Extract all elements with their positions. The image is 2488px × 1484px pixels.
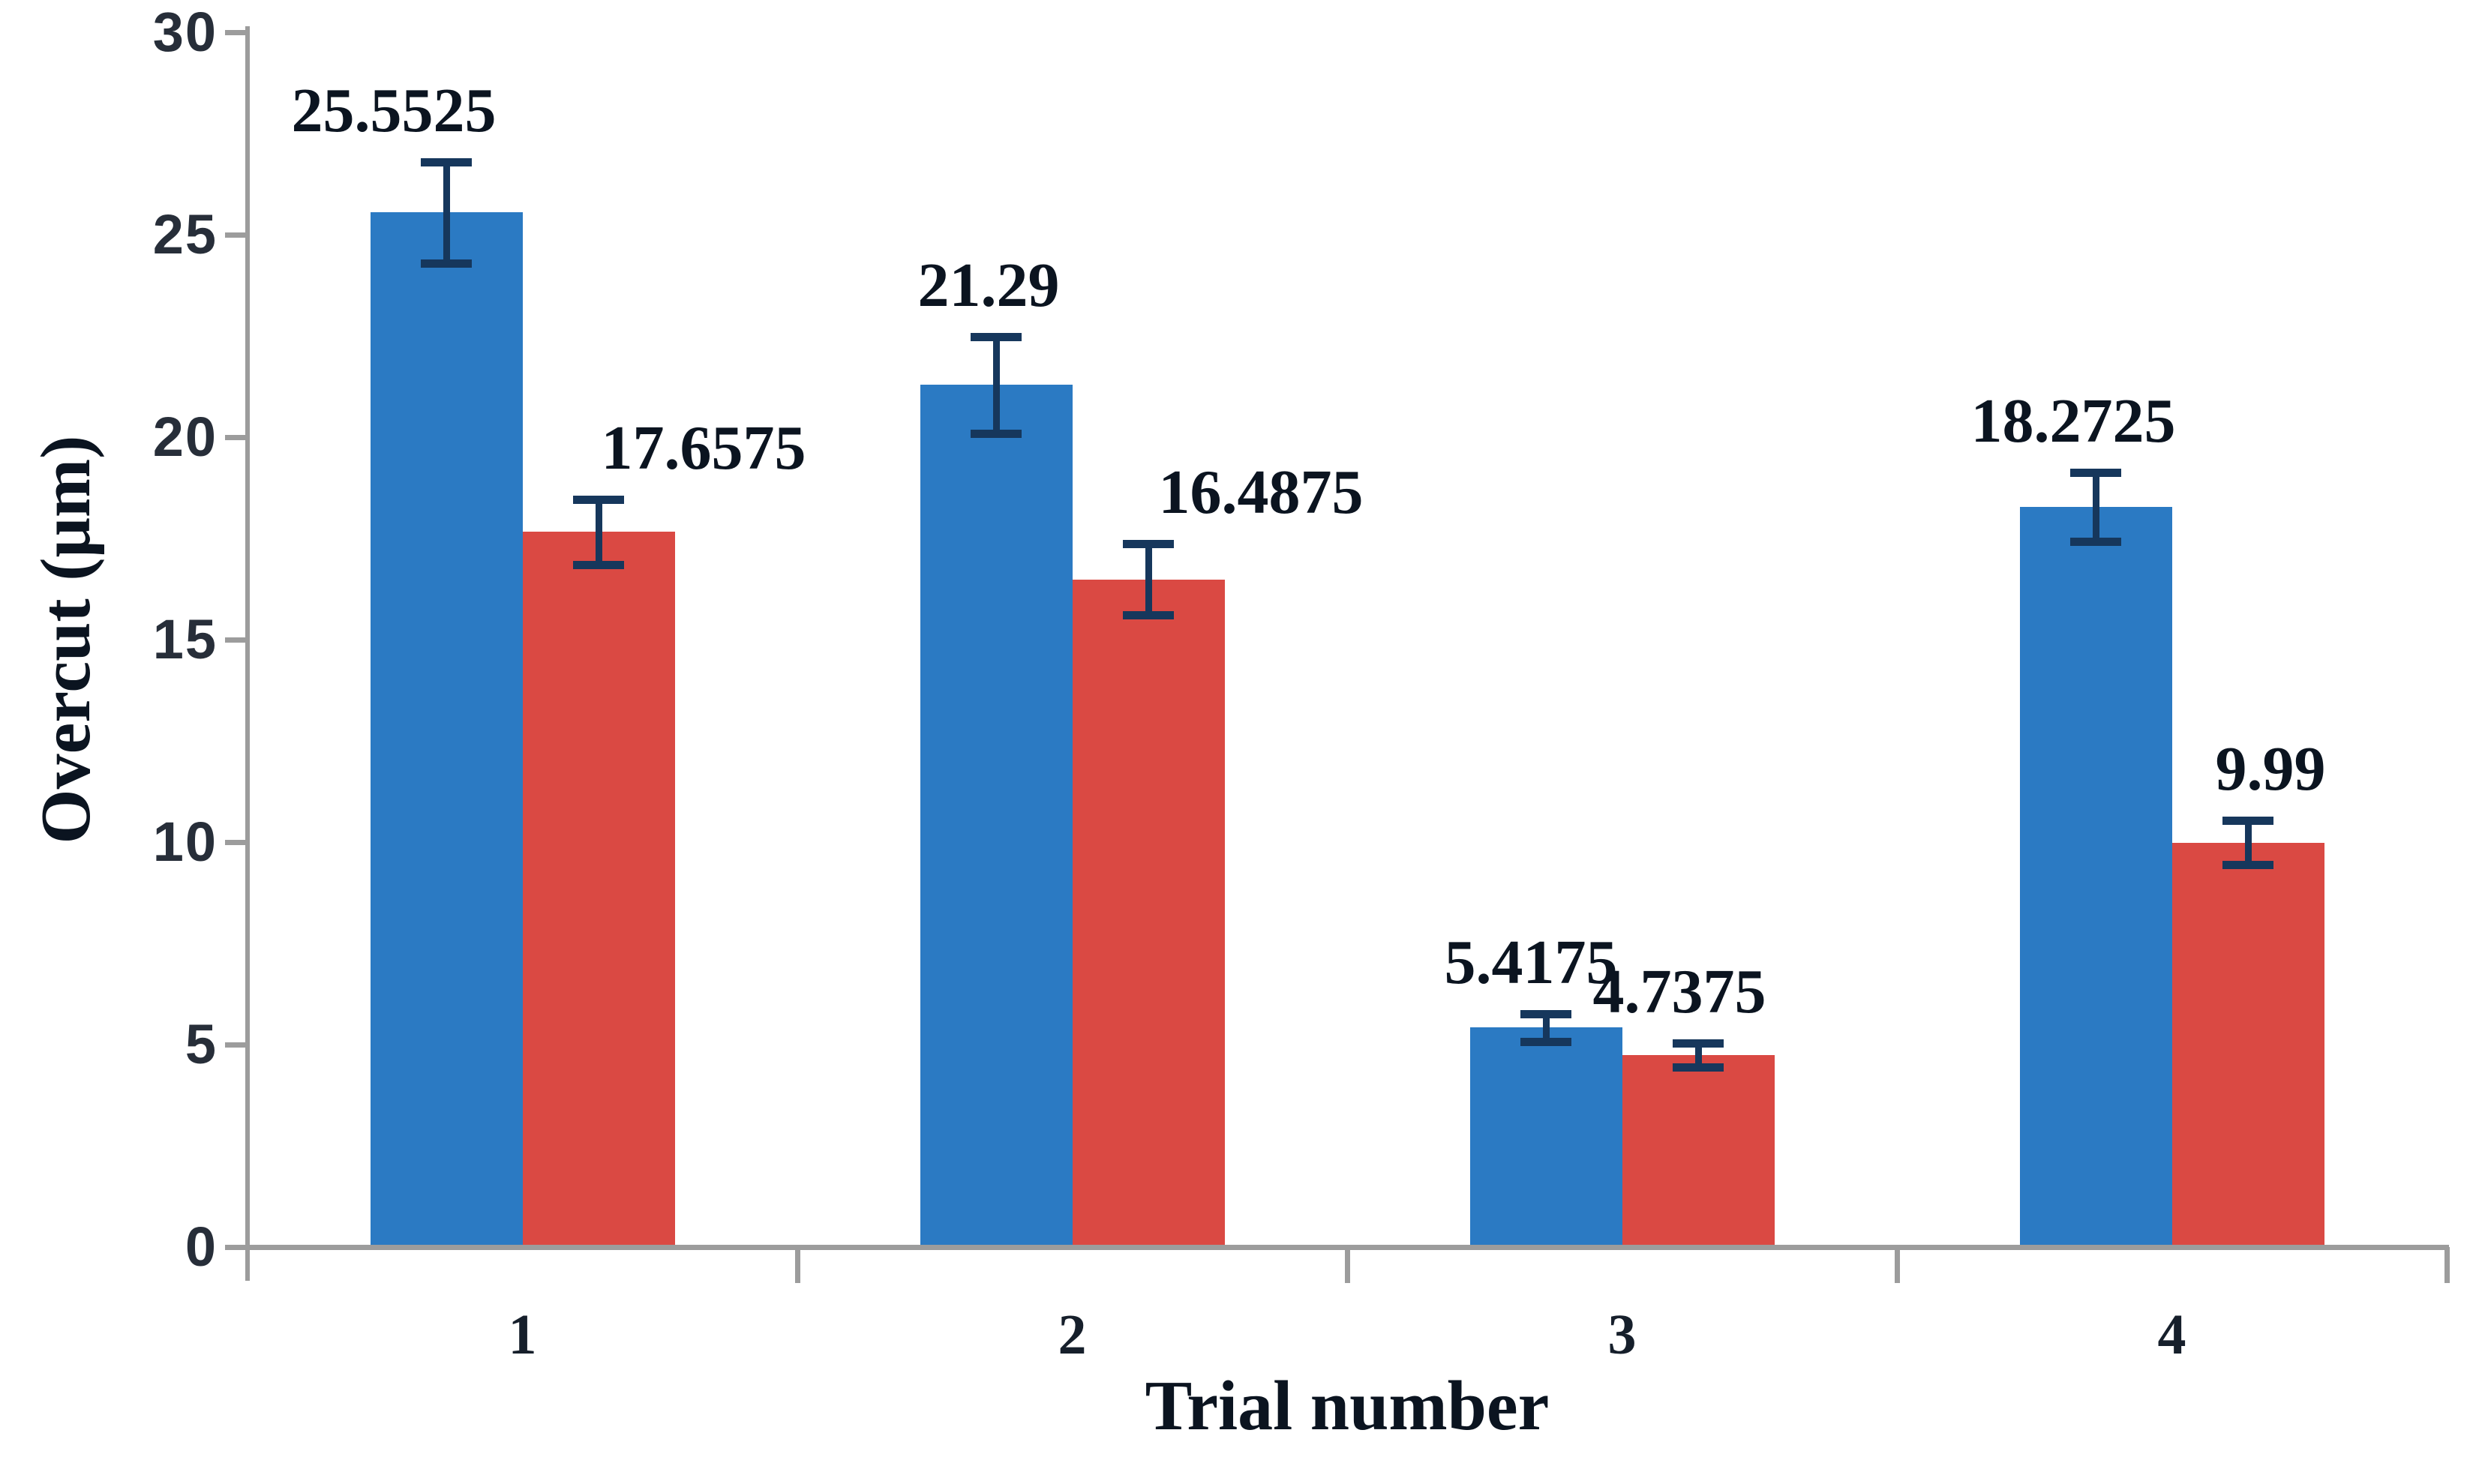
x-tick-label-4: 4 xyxy=(2157,1303,2186,1366)
bar-blue-trial-2 xyxy=(920,385,1073,1247)
error-bar-red-trial-4 xyxy=(2244,820,2252,865)
bar-red-trial-4 xyxy=(2171,842,2324,1247)
value-label-blue-trial-2: 21.29 xyxy=(917,250,1060,320)
error-bar-cap-top-red-trial-3 xyxy=(1673,1039,1724,1048)
y-tick-label-10: 10 xyxy=(152,811,218,873)
error-bar-blue-trial-1 xyxy=(443,161,450,263)
error-bar-cap-top-blue-trial-4 xyxy=(2070,469,2121,478)
y-tick-label-20: 20 xyxy=(152,406,218,468)
value-label-blue-trial-4: 18.2725 xyxy=(1970,386,2176,457)
error-bar-cap-bottom-blue-trial-1 xyxy=(421,259,472,268)
y-tick-25 xyxy=(225,232,248,238)
x-tick-label-2: 2 xyxy=(1058,1303,1087,1366)
y-tick-label-5: 5 xyxy=(185,1013,218,1075)
error-bar-cap-top-blue-trial-1 xyxy=(421,157,472,166)
y-tick-label-15: 15 xyxy=(152,608,218,670)
bar-red-trial-1 xyxy=(522,532,675,1247)
y-tick-label-0: 0 xyxy=(185,1216,218,1278)
y-tick-0 xyxy=(225,1245,248,1250)
error-bar-cap-top-blue-trial-3 xyxy=(1520,1009,1571,1018)
error-bar-cap-bottom-red-trial-4 xyxy=(2222,861,2273,870)
bar-red-trial-3 xyxy=(1622,1055,1775,1247)
x-tick-label-1: 1 xyxy=(508,1303,537,1366)
x-boundary-tick-3 xyxy=(1894,1247,1900,1283)
value-label-blue-trial-1: 25.5525 xyxy=(291,75,497,145)
y-tick-label-25: 25 xyxy=(152,203,218,265)
y-tick-30 xyxy=(225,30,248,35)
x-boundary-tick-2 xyxy=(1344,1247,1350,1283)
y-axis-line xyxy=(245,26,250,1281)
bar-blue-trial-4 xyxy=(2019,507,2172,1247)
error-bar-cap-top-red-trial-1 xyxy=(573,496,624,505)
error-bar-cap-top-red-trial-4 xyxy=(2222,816,2273,825)
y-tick-20 xyxy=(225,435,248,440)
value-label-red-trial-3: 4.7375 xyxy=(1592,956,1766,1027)
error-bar-cap-bottom-red-trial-2 xyxy=(1123,611,1174,620)
x-axis-line xyxy=(237,1245,2449,1250)
error-bar-cap-bottom-red-trial-3 xyxy=(1673,1063,1724,1072)
x-boundary-tick-1 xyxy=(794,1247,800,1283)
x-boundary-tick-4 xyxy=(2444,1247,2450,1283)
bar-red-trial-2 xyxy=(1072,579,1225,1247)
value-label-red-trial-1: 17.6575 xyxy=(601,413,806,484)
y-axis-title: Overcut (μm) xyxy=(27,435,105,844)
error-bar-cap-bottom-blue-trial-4 xyxy=(2070,538,2121,547)
error-bar-cap-bottom-blue-trial-2 xyxy=(971,430,1022,439)
value-label-red-trial-2: 16.4875 xyxy=(1158,457,1364,528)
value-label-blue-trial-3: 5.4175 xyxy=(1444,927,1618,997)
x-axis-title: Trial number xyxy=(1145,1367,1550,1445)
error-bar-blue-trial-3 xyxy=(1542,1013,1550,1042)
error-bar-red-trial-2 xyxy=(1145,544,1152,616)
bar-blue-trial-3 xyxy=(1469,1027,1622,1247)
bar-blue-trial-1 xyxy=(370,212,523,1247)
y-tick-label-30: 30 xyxy=(152,1,218,63)
error-bar-blue-trial-4 xyxy=(2092,472,2099,542)
y-tick-5 xyxy=(225,1042,248,1048)
value-label-red-trial-4: 9.99 xyxy=(2215,733,2326,804)
error-bar-cap-bottom-blue-trial-3 xyxy=(1520,1038,1571,1047)
error-bar-cap-top-red-trial-2 xyxy=(1123,540,1174,549)
y-tick-10 xyxy=(225,840,248,845)
x-tick-label-3: 3 xyxy=(1607,1303,1637,1366)
error-bar-blue-trial-2 xyxy=(992,336,1000,434)
error-bar-red-trial-1 xyxy=(595,499,602,565)
error-bar-cap-bottom-red-trial-1 xyxy=(573,560,624,569)
error-bar-cap-top-blue-trial-2 xyxy=(971,332,1022,341)
y-tick-15 xyxy=(225,637,248,643)
error-bar-red-trial-3 xyxy=(1694,1042,1702,1068)
